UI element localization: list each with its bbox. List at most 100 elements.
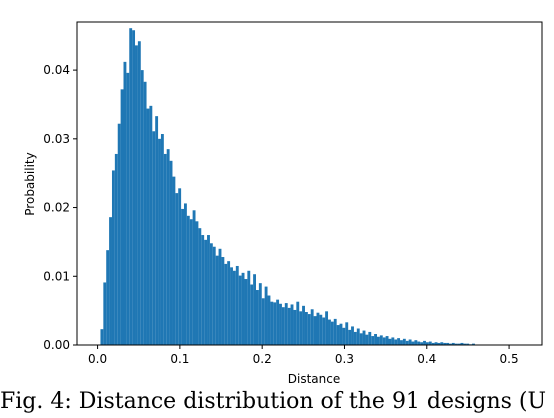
- histogram-bars: [100, 28, 475, 346]
- histogram-bar: [207, 235, 210, 345]
- histogram-bar: [397, 338, 401, 345]
- histogram-bar: [195, 221, 199, 345]
- histogram-bar: [215, 255, 219, 345]
- histogram-bar: [310, 309, 314, 345]
- y-tick-label: 0.03: [43, 132, 70, 146]
- y-ticks: 0.00 0.01 0.02 0.03 0.04: [43, 63, 77, 352]
- y-tick-label: 0.01: [43, 269, 70, 283]
- histogram-bar: [293, 309, 297, 345]
- histogram-bar: [218, 248, 222, 345]
- histogram-bar: [333, 318, 337, 345]
- histogram-bar: [166, 149, 170, 345]
- histogram-bar: [330, 321, 334, 345]
- histogram-bar: [175, 193, 179, 345]
- histogram-bar: [342, 327, 346, 345]
- histogram-bar: [123, 61, 127, 346]
- histogram-bar: [201, 235, 205, 345]
- histogram-bar: [351, 326, 354, 345]
- histogram-bar: [209, 243, 213, 345]
- histogram-bar: [186, 215, 190, 345]
- histogram-bar: [198, 228, 202, 345]
- histogram-bar: [129, 28, 133, 345]
- histogram-bar: [106, 250, 110, 345]
- histogram-bar: [446, 342, 449, 345]
- histogram-bar: [160, 134, 164, 345]
- histogram-bar: [336, 325, 340, 345]
- x-tick-label: 0.5: [500, 352, 519, 366]
- histogram-bar: [345, 322, 349, 345]
- histogram-bar: [451, 342, 455, 345]
- histogram-bar: [408, 339, 412, 345]
- histogram-bar: [414, 340, 418, 345]
- plot-frame: [76, 21, 543, 346]
- histogram-bar: [385, 336, 389, 345]
- histogram-bar: [417, 341, 421, 345]
- histogram-bar: [457, 343, 461, 345]
- histogram-bar: [178, 188, 182, 345]
- histogram-bar: [296, 301, 300, 345]
- histogram-bar: [152, 131, 156, 345]
- histogram-bar: [247, 270, 251, 345]
- histogram-bar: [158, 138, 161, 345]
- histogram-bar: [313, 316, 317, 345]
- histogram-bar: [328, 319, 331, 345]
- histogram-bar: [382, 337, 386, 345]
- histogram-bar: [420, 342, 424, 345]
- histogram-bar: [117, 123, 121, 346]
- histogram-bar: [431, 342, 435, 345]
- histogram-bar: [302, 305, 305, 345]
- histogram-bar: [155, 116, 159, 346]
- histogram-bar: [189, 219, 193, 345]
- y-axis-label: Probability: [23, 152, 37, 215]
- histogram-bar: [235, 265, 239, 345]
- histogram-bar: [261, 298, 265, 345]
- histogram-bar: [212, 246, 216, 345]
- histogram-bar: [307, 314, 311, 345]
- histogram-bar: [137, 41, 141, 346]
- histogram-bar: [181, 208, 184, 345]
- histogram-bar: [241, 272, 245, 345]
- histogram-bar: [322, 317, 326, 345]
- histogram-bar: [114, 153, 118, 345]
- histogram-bar: [443, 342, 447, 345]
- histogram-bar: [267, 295, 271, 345]
- x-axis-label: Distance: [288, 372, 340, 386]
- histogram-bar: [466, 343, 470, 345]
- histogram-bar: [183, 203, 187, 345]
- histogram-bar: [143, 81, 147, 345]
- histogram-bar: [244, 279, 248, 345]
- x-tick-label: 0.4: [417, 352, 436, 366]
- histogram-bar: [120, 89, 124, 345]
- histogram-bar: [400, 340, 403, 345]
- histogram-bar: [449, 343, 452, 345]
- histogram-bar: [224, 263, 228, 345]
- x-tick-label: 0.0: [88, 352, 107, 366]
- histogram-bar: [126, 72, 130, 346]
- figure-caption: Fig. 4: Distance distribution of the 91 …: [0, 389, 547, 414]
- histogram-bar: [440, 342, 444, 345]
- histogram-bar: [264, 286, 268, 345]
- histogram-bar: [149, 105, 153, 345]
- histogram-bar: [356, 328, 360, 345]
- histogram-bar: [362, 330, 366, 345]
- histogram-bar: [339, 323, 343, 345]
- histogram-bar: [111, 170, 115, 345]
- histogram-bar: [287, 307, 291, 345]
- y-tick-label: 0.00: [43, 338, 70, 352]
- histogram-bar: [290, 304, 294, 345]
- histogram-bar: [256, 290, 259, 345]
- histogram-bar: [100, 329, 104, 345]
- histogram-bar: [169, 160, 173, 345]
- histogram-bar: [299, 311, 303, 345]
- histogram-bar: [132, 30, 136, 345]
- histogram-bar: [423, 340, 426, 345]
- histogram-bar: [221, 257, 225, 345]
- histogram-bar: [273, 302, 277, 345]
- histogram-bar: [258, 283, 262, 345]
- histogram-bar: [238, 275, 242, 345]
- x-tick-label: 0.3: [335, 352, 354, 366]
- histogram-bar: [460, 342, 464, 345]
- histogram-bar: [232, 270, 236, 345]
- histogram-bar: [319, 314, 323, 345]
- histogram-bar: [454, 343, 458, 345]
